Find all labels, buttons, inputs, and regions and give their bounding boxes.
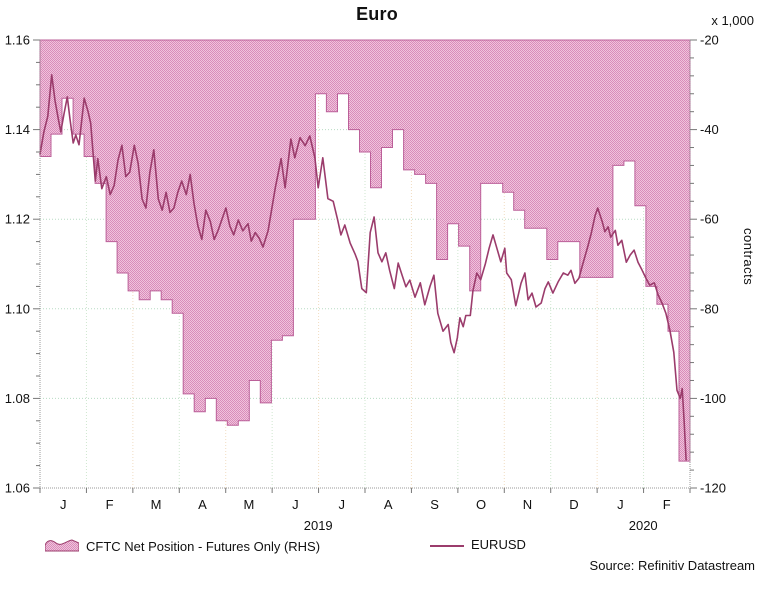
- x-axis-month-label: M: [244, 497, 255, 512]
- right-axis-tick-label: -100: [700, 391, 726, 406]
- right-axis-unit-label: x 1,000: [711, 13, 754, 28]
- legend-item-cftc: CFTC Net Position - Futures Only (RHS): [44, 537, 321, 555]
- legend-label-eurusd: EURUSD: [471, 537, 526, 552]
- x-axis-month-label: O: [476, 497, 486, 512]
- left-axis-tick-label: 1.08: [5, 391, 30, 406]
- source-attribution: Source: Refinitiv Datastream: [589, 558, 755, 573]
- x-axis-month-label: F: [106, 497, 114, 512]
- x-axis-year-label: 2020: [629, 518, 658, 533]
- right-axis-title: contracts: [741, 228, 756, 286]
- area-swatch-icon: [44, 537, 80, 555]
- right-axis-tick-label: -80: [700, 301, 719, 316]
- x-axis-month-label: J: [292, 497, 299, 512]
- x-axis-month-label: A: [198, 497, 207, 512]
- legend-item-eurusd: EURUSD: [430, 537, 526, 552]
- legend-label-cftc: CFTC Net Position - Futures Only (RHS): [86, 538, 321, 554]
- x-axis-month-label: S: [430, 497, 439, 512]
- right-axis-tick-label: -120: [700, 481, 726, 496]
- x-axis-month-label: J: [60, 497, 67, 512]
- right-axis-tick-label: -20: [700, 33, 719, 48]
- eurusd-line-series: [39, 74, 687, 461]
- right-axis-tick-label: -40: [700, 122, 719, 137]
- x-axis-month-label: M: [151, 497, 162, 512]
- x-axis-month-label: D: [569, 497, 578, 512]
- left-axis-tick-label: 1.06: [5, 481, 30, 496]
- x-axis-month-label: J: [339, 497, 346, 512]
- left-axis-tick-label: 1.16: [5, 33, 30, 48]
- chart-legend: CFTC Net Position - Futures Only (RHS) E…: [44, 537, 526, 555]
- x-axis-month-label: F: [663, 497, 671, 512]
- left-axis-tick-label: 1.12: [5, 212, 30, 227]
- x-axis-month-label: A: [384, 497, 393, 512]
- line-swatch-icon: [430, 537, 464, 552]
- left-axis-tick-label: 1.14: [5, 122, 30, 137]
- chart-title: Euro: [356, 4, 398, 24]
- x-axis-year-label: 2019: [304, 518, 333, 533]
- right-axis-tick-label: -60: [700, 212, 719, 227]
- x-axis-month-label: J: [617, 497, 624, 512]
- left-axis-tick-label: 1.10: [5, 301, 30, 316]
- x-axis-month-label: N: [523, 497, 532, 512]
